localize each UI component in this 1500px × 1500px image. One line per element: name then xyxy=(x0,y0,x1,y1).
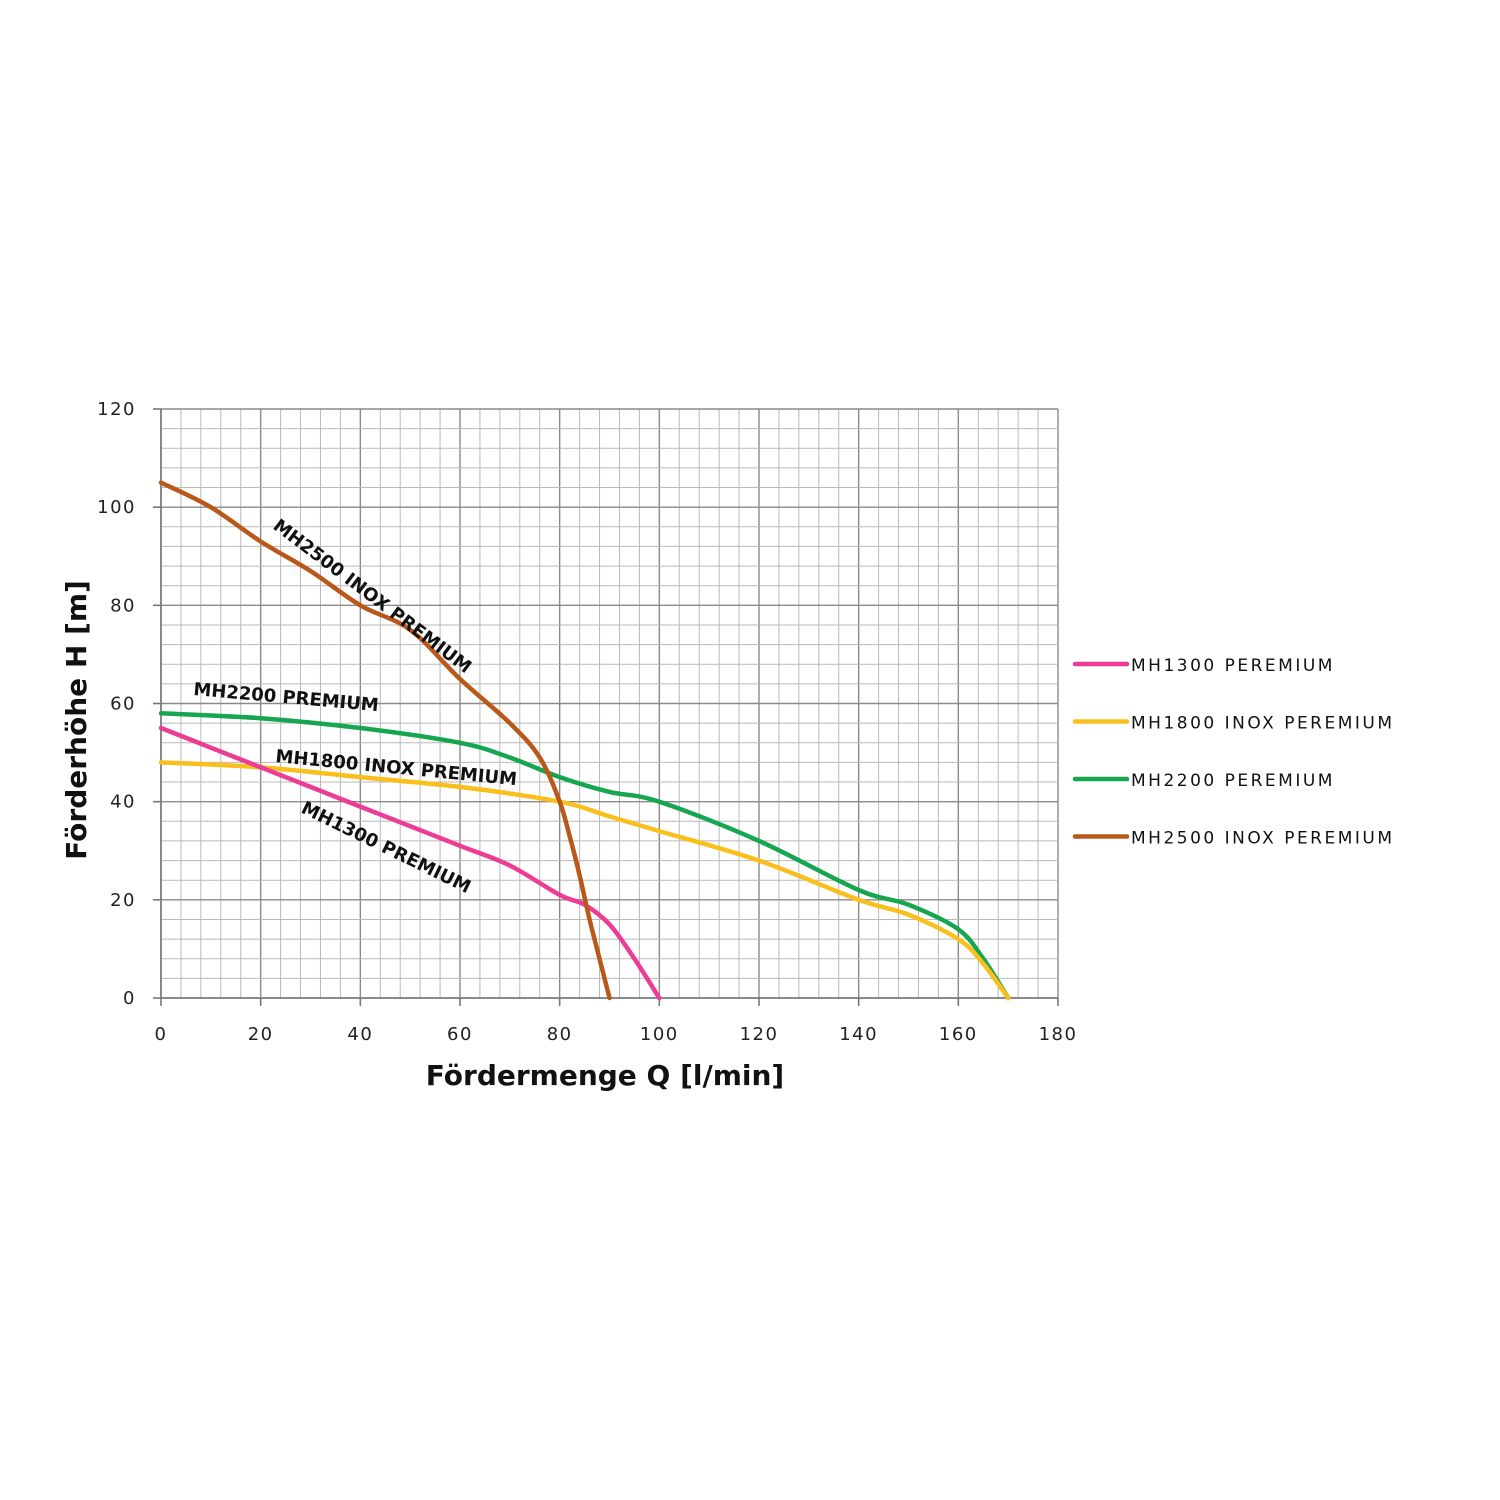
series-line-mh1800 xyxy=(158,760,1011,1001)
x-tick-label: 180 xyxy=(1039,1024,1078,1045)
axes: 0 20 40 60 80 100 120 140 160 180 0 20 40 60 80 100 120 xyxy=(97,399,1078,1045)
series-layer xyxy=(158,480,1011,1001)
x-tick-label: 80 xyxy=(547,1024,573,1045)
y-tick-label: 0 xyxy=(123,988,136,1009)
y-axis-title: Förderhöhe H [m] xyxy=(60,580,93,860)
x-tick-label: 120 xyxy=(740,1024,779,1045)
y-tick-label: 120 xyxy=(97,399,136,420)
x-axis-title: Fördermenge Q [l/min] xyxy=(426,1059,784,1092)
series-line-mh1300 xyxy=(158,725,662,1001)
legend: MH1300 PEREMIUM MH1800 INOX PEREMIUM MH220… xyxy=(1072,656,1395,849)
legend-label-mh2500: MH2500 INOX PEREMIUM xyxy=(1131,829,1395,849)
x-tick-label: 100 xyxy=(640,1024,679,1045)
y-tick-label: 100 xyxy=(97,497,136,518)
y-tick-label: 40 xyxy=(110,792,136,813)
x-tick-label: 60 xyxy=(447,1024,473,1045)
legend-label-mh1800: MH1800 INOX PEREMIUM xyxy=(1131,714,1395,734)
x-tick-label: 140 xyxy=(839,1024,878,1045)
curve-label-mh2500: MH2500 INOX PREMIUM xyxy=(269,515,475,678)
legend-label-mh2200: MH2200 PEREMIUM xyxy=(1131,771,1335,791)
series-line-mh2500 xyxy=(158,480,612,1001)
x-tick-label: 40 xyxy=(347,1024,373,1045)
curve-label-mh1300: MH1300 PREMIUM xyxy=(298,798,474,898)
series-line-mh2200 xyxy=(158,711,1011,1001)
y-tick-label: 20 xyxy=(110,890,136,911)
x-tick-label: 0 xyxy=(155,1024,168,1045)
legend-label-mh1300: MH1300 PEREMIUM xyxy=(1131,656,1335,676)
curve-label-mh1800: MH1800 INOX PREMIUM xyxy=(275,746,518,790)
x-tick-label: 20 xyxy=(248,1024,274,1045)
y-tick-label: 80 xyxy=(110,595,136,616)
x-tick-label: 160 xyxy=(939,1024,978,1045)
y-tick-label: 60 xyxy=(110,694,136,715)
